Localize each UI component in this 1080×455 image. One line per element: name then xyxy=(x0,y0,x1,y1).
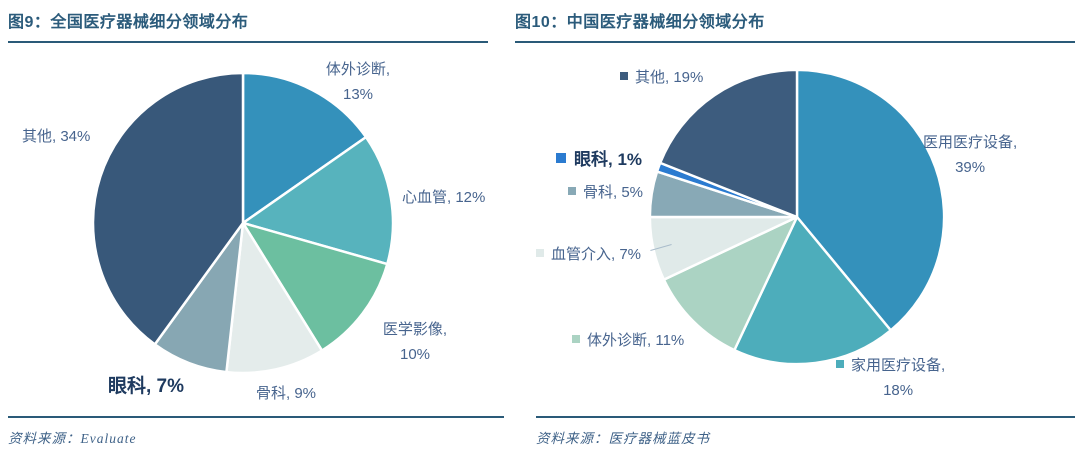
pie-label-tiwaizhenduan: 体外诊断, 13% xyxy=(325,61,391,103)
legend-marker-yanke xyxy=(556,153,566,163)
legend-marker-yiyong xyxy=(908,137,916,145)
pie-slice-其他 xyxy=(659,68,799,219)
pie-label-xinxueguan: 心血管, 12% xyxy=(402,189,486,206)
pie-label-guke: 骨科, 9% xyxy=(256,385,317,402)
legend-marker-jiayong xyxy=(836,360,844,368)
pie-label-xueguanjieru: 血管介入, 7% xyxy=(536,242,641,267)
pie-slice-体外诊断 xyxy=(241,71,368,225)
legend-marker-guke xyxy=(568,187,576,195)
pie-slice-医用医疗设备 xyxy=(795,68,946,332)
figure-9-title: 图9：全国医疗器械细分领域分布 xyxy=(8,14,249,31)
figure-10-source: 资料来源：医疗器械蓝皮书 xyxy=(536,431,710,446)
figure-10-footer: 资料来源：医疗器械蓝皮书 xyxy=(536,416,1075,447)
pie-label-tiwaizhenduan: 体外诊断, 11% xyxy=(572,328,684,353)
pie-slice-体外诊断 xyxy=(662,215,799,352)
pie-slice-心血管 xyxy=(241,135,395,266)
figure-9-footer: 资料来源：Evaluate xyxy=(8,416,504,447)
pie-label-yixueyingxiang: 医学影像, 10% xyxy=(382,321,448,363)
pie-label-guke: 骨科, 5% xyxy=(568,180,643,205)
figure-10-header: 图10：中国医疗器械细分领域分布 xyxy=(515,8,1075,43)
pie-label-qita: 其他, 19% xyxy=(620,65,703,90)
pie-label-yanke-emphasized: 眼科, 7% xyxy=(108,376,185,397)
pie-chart-china xyxy=(648,68,946,366)
pie-slice-医学影像 xyxy=(241,221,389,352)
legend-marker-tiwaizhenduan xyxy=(572,335,580,343)
pie-slice-其他 xyxy=(91,71,245,346)
pie-label-yanke-emphasized: 眼科, 1% xyxy=(556,147,642,172)
pie-slice-家用医疗设备 xyxy=(733,215,892,366)
pie-label-qita: 其他, 34% xyxy=(22,128,91,145)
legend-marker-xueguanjieru xyxy=(536,249,544,257)
pie-label-jiayong-yiliao-shebei: 家用医疗设备, 18% xyxy=(836,353,945,403)
pie-slice-骨科 xyxy=(225,221,324,375)
figure-9-national-medical-device-distribution: 图9：全国医疗器械细分领域分布 体外诊断, 13% 心血管, 12% 医学影像,… xyxy=(0,0,510,455)
figure-10-title: 图10：中国医疗器械细分领域分布 xyxy=(515,14,765,31)
figure-10-china-medical-device-distribution: 图10：中国医疗器械细分领域分布 其他, 19% 医用医疗设备, 39% 眼科,… xyxy=(510,0,1080,455)
figure-9-header: 图9：全国医疗器械细分领域分布 xyxy=(8,8,488,43)
pie-label-yiyong-yiliao-shebei: 医用医疗设备, 39% xyxy=(908,130,1017,180)
pie-chart-national xyxy=(91,71,395,375)
legend-marker-qita xyxy=(620,72,628,80)
figure-9-source: 资料来源：Evaluate xyxy=(8,431,137,446)
